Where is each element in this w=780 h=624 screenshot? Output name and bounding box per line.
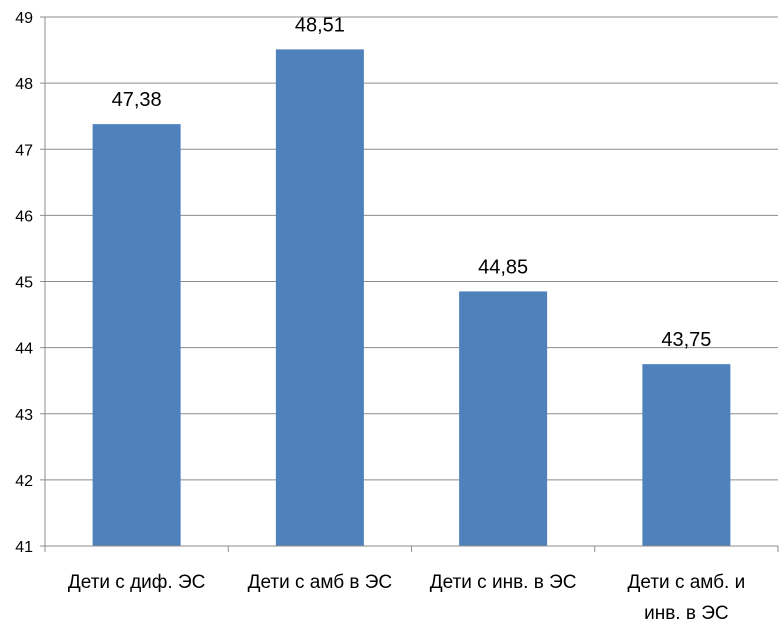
data-label: 44,85 — [478, 256, 528, 278]
bar — [275, 49, 364, 547]
data-label: 48,51 — [295, 14, 345, 36]
x-category-label: Дети с амб в ЭС — [248, 572, 393, 593]
y-tick-label: 43 — [15, 407, 33, 424]
bar — [92, 124, 181, 546]
y-tick-label: 42 — [15, 473, 33, 490]
y-tick-label: 44 — [15, 341, 33, 358]
y-tick-label: 46 — [15, 208, 33, 225]
y-tick-label: 48 — [15, 76, 33, 93]
data-label: 47,38 — [112, 89, 162, 111]
axes — [40, 16, 779, 552]
x-category-label: Дети с диф. ЭС — [68, 572, 205, 593]
bars — [92, 49, 731, 547]
y-tick-label: 49 — [15, 10, 33, 27]
y-tick-label: 45 — [15, 275, 33, 292]
bar — [459, 291, 548, 546]
data-label: 43,75 — [661, 329, 711, 351]
x-category-label: инв. в ЭС — [644, 603, 729, 624]
y-tick-label: 41 — [15, 539, 33, 556]
bar — [642, 364, 731, 546]
x-category-label: Дети с амб. и — [628, 572, 746, 593]
labels: 41 42 43 44 45 46 47 48 49 47,38 Дети с диф. ЭС 48,… — [15, 10, 745, 624]
y-tick-label: 47 — [15, 142, 33, 159]
x-category-label: Дети с инв. в ЭС — [430, 572, 577, 593]
